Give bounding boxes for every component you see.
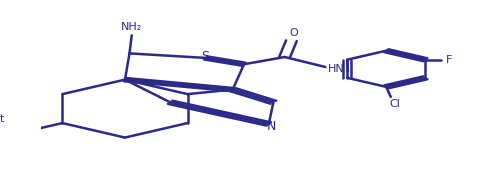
Text: N: N	[266, 120, 276, 133]
Text: Cl: Cl	[390, 99, 401, 109]
Text: O: O	[289, 28, 298, 39]
Text: S: S	[202, 50, 210, 63]
Text: HN: HN	[328, 64, 345, 74]
Text: Et: Et	[0, 114, 5, 125]
Text: F: F	[446, 55, 453, 65]
Text: NH₂: NH₂	[121, 22, 142, 32]
